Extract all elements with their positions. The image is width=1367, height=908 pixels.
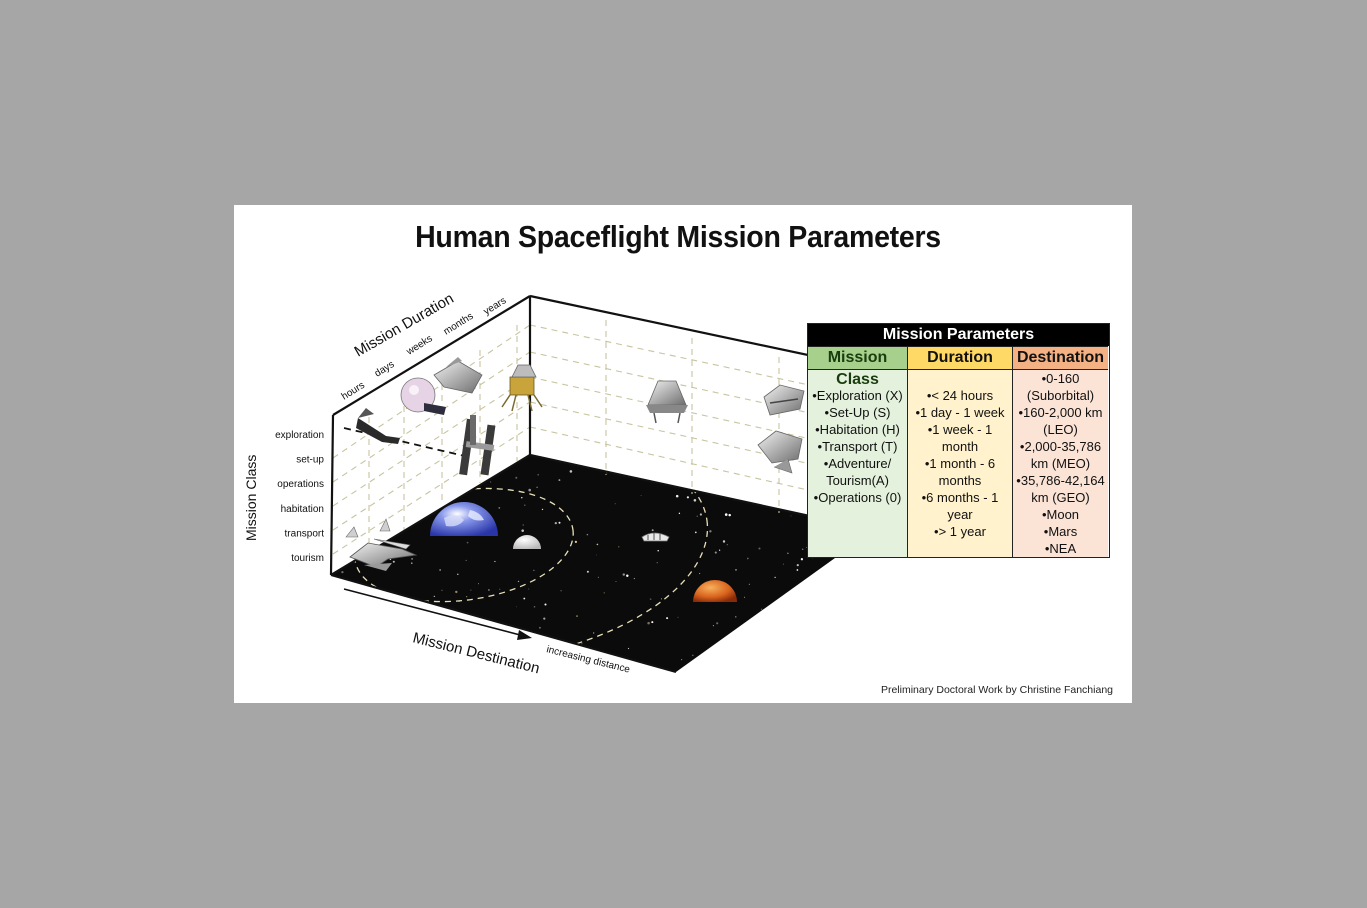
destination-column: Destination •0-160 (Suborbital) •160-2,00… — [1013, 346, 1108, 557]
vostok-capsule-icon — [400, 377, 446, 415]
duration-tick-weeks: weeks — [404, 333, 435, 358]
mission-class-item: •Operations (0) — [813, 490, 902, 505]
class-tick-operations: operations — [277, 479, 324, 490]
page-title: Human Spaceflight Mission Parameters — [415, 219, 941, 254]
space-station-icon — [459, 415, 496, 476]
cst-capsule-icon — [757, 430, 803, 474]
exploration-dashed-line — [343, 427, 470, 458]
mission-class-item: •Adventure/ Tourism(A) — [823, 456, 892, 488]
destination-header: Destination — [1013, 346, 1108, 370]
destination-item: •Moon — [1041, 507, 1080, 522]
duration-item: •1 month - 6 months — [924, 456, 996, 488]
mission-cube-diagram: Mission Duration hoursdaysweeksmonthsyea… — [243, 290, 875, 677]
asteroid-icon — [641, 532, 670, 542]
gemini-capsule-icon — [356, 408, 400, 444]
moon-dome-icon — [513, 535, 541, 549]
duration-tick-hours: hours — [340, 380, 367, 403]
mission-class-list: •Exploration (X) •Set-Up (S) •Habitation (… — [808, 370, 907, 557]
duration-item: •1 week - 1 month — [927, 422, 993, 454]
parameters-title: Mission Parameters — [808, 324, 1109, 346]
duration-column: Duration •< 24 hours •1 day - 1 week •1 we… — [908, 346, 1013, 557]
class-tick-tourism: tourism — [291, 553, 324, 564]
orion-capsule-icon — [646, 380, 688, 424]
duration-item: •> 1 year — [934, 524, 986, 539]
duration-tick-months: months — [442, 311, 476, 338]
destination-item: •NEA — [1044, 541, 1077, 556]
duration-tick-days: days — [373, 359, 397, 380]
credit-text: Preliminary Doctoral Work by Christine F… — [880, 684, 1113, 696]
mission-class-header: Mission Class — [808, 346, 907, 388]
duration-header: Duration — [908, 346, 1012, 370]
destination-item: •2,000-35,786 km (MEO) — [1019, 439, 1102, 471]
slide: Human Spaceflight Mission Parameters — [234, 205, 1132, 703]
duration-list: •< 24 hours •1 day - 1 week •1 week - 1 mo… — [908, 370, 1012, 557]
mission-class-item: •Habitation (H) — [815, 422, 900, 437]
destination-item: •35,786-42,164 km (GEO) — [1016, 473, 1105, 505]
mission-class-item: •Exploration (X) — [812, 388, 903, 403]
class-tick-exploration: exploration — [275, 430, 324, 441]
destination-item: •0-160 (Suborbital) — [1026, 371, 1095, 403]
spaceplane-icon — [345, 518, 418, 571]
earth-dome-icon — [430, 502, 498, 536]
grid-lines — [332, 320, 875, 555]
lunar-lander-icon — [501, 364, 543, 412]
class-axis-title: Mission Class — [243, 455, 259, 541]
class-tick-habitation: habitation — [281, 504, 324, 515]
mission-class-column: Mission Class •Exploration (X) •Set-Up (S… — [808, 346, 908, 557]
destination-list: •0-160 (Suborbital) •160-2,000 km (LEO) •2… — [1013, 370, 1108, 557]
duration-item: •6 months - 1 year — [921, 490, 999, 522]
duration-item: •< 24 hours — [926, 388, 994, 403]
duration-tick-years: years — [482, 295, 509, 317]
destination-item: •160-2,000 km (LEO) — [1018, 405, 1103, 437]
mission-class-item: •Set-Up (S) — [824, 405, 891, 420]
mission-class-item: •Transport (T) — [817, 439, 898, 454]
destination-item: •Mars — [1043, 524, 1078, 539]
apollo-csm-icon — [433, 357, 483, 394]
destination-arrow — [343, 588, 532, 640]
dragon-capsule-icon — [763, 384, 805, 416]
mars-dome-icon — [693, 580, 737, 602]
mission-parameters-table: Mission Parameters Mission Class •Explor… — [807, 323, 1110, 558]
duration-item: •1 day - 1 week — [915, 405, 1005, 420]
class-tick-set-up: set-up — [296, 455, 324, 466]
class-tick-transport: transport — [285, 528, 325, 539]
